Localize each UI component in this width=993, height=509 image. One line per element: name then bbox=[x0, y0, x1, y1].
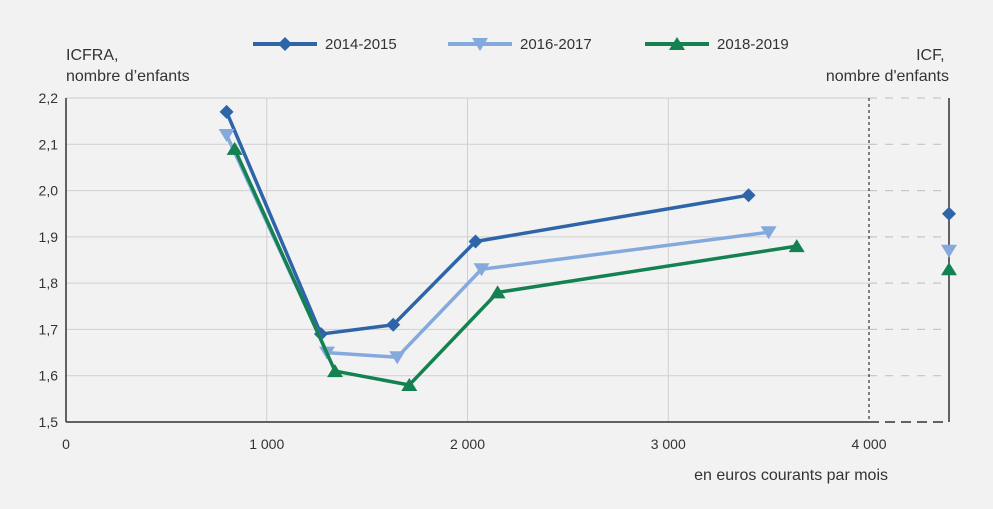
legend-marker bbox=[669, 37, 685, 50]
data-point bbox=[468, 234, 483, 249]
x-tick-label: 0 bbox=[62, 436, 70, 452]
x-tick-label: 3 000 bbox=[651, 436, 686, 452]
icf-markers bbox=[941, 206, 957, 276]
legend-item: 2014-2015 bbox=[253, 36, 397, 53]
grid bbox=[66, 97, 949, 422]
series-line bbox=[233, 148, 797, 387]
left-axis-title-line-1: ICFRA, bbox=[66, 47, 118, 64]
data-point bbox=[219, 104, 234, 119]
legend: 2014-2015 2016-2017 2018-2019 bbox=[253, 36, 789, 53]
x-tick-label: 1 000 bbox=[249, 436, 284, 452]
y-tick-label: 1,6 bbox=[39, 368, 59, 384]
data-point bbox=[389, 351, 406, 365]
legend-marker bbox=[472, 38, 488, 51]
x-tick-labels: 0 1 000 2 000 3 000 4 000 bbox=[62, 436, 887, 452]
series bbox=[218, 104, 805, 391]
data-point bbox=[386, 317, 401, 332]
icf-point bbox=[941, 262, 957, 276]
data-point bbox=[489, 285, 506, 299]
right-axis-title-line-2: nombre d'enfants bbox=[826, 68, 949, 85]
data-point bbox=[226, 141, 243, 155]
right-axis-title: ICF, nombre d'enfants bbox=[826, 47, 949, 85]
y-tick-label: 2,0 bbox=[39, 183, 59, 199]
legend-item: 2016-2017 bbox=[448, 36, 592, 53]
axes bbox=[65, 98, 950, 423]
icf-point bbox=[942, 206, 956, 221]
y-tick-label: 1,7 bbox=[39, 321, 59, 337]
legend-marker bbox=[278, 37, 292, 51]
legend-label: 2014-2015 bbox=[325, 36, 397, 53]
y-tick-labels: 1,5 1,6 1,7 1,8 1,9 2,0 2,1 2,2 bbox=[39, 90, 59, 430]
x-tick-label: 4 000 bbox=[851, 436, 886, 452]
data-point bbox=[327, 364, 344, 378]
icf-point bbox=[941, 244, 957, 258]
legend-label: 2016-2017 bbox=[520, 36, 592, 53]
left-axis-title: ICFRA, nombre d’enfants bbox=[66, 47, 190, 85]
y-tick-label: 1,5 bbox=[39, 414, 59, 430]
data-point bbox=[473, 263, 490, 277]
data-point bbox=[218, 129, 235, 143]
x-tick-label: 2 000 bbox=[450, 436, 485, 452]
series-2014-2015 bbox=[219, 104, 756, 342]
y-tick-label: 2,2 bbox=[39, 90, 59, 106]
legend-item: 2018-2019 bbox=[645, 36, 789, 53]
data-point bbox=[760, 226, 777, 240]
series-line bbox=[225, 134, 769, 359]
data-point bbox=[401, 377, 418, 391]
y-tick-label: 1,9 bbox=[39, 229, 59, 245]
series-2018-2019 bbox=[226, 141, 805, 391]
legend-label: 2018-2019 bbox=[717, 36, 789, 53]
y-tick-label: 1,8 bbox=[39, 275, 59, 291]
series-2016-2017 bbox=[218, 129, 777, 365]
y-tick-label: 2,1 bbox=[39, 136, 59, 152]
x-axis-title: en euros courants par mois bbox=[694, 467, 888, 484]
left-axis-title-line-2: nombre d’enfants bbox=[66, 68, 190, 85]
data-point bbox=[788, 239, 805, 253]
data-point bbox=[741, 188, 756, 203]
right-axis-title-line-1: ICF, bbox=[916, 47, 944, 64]
